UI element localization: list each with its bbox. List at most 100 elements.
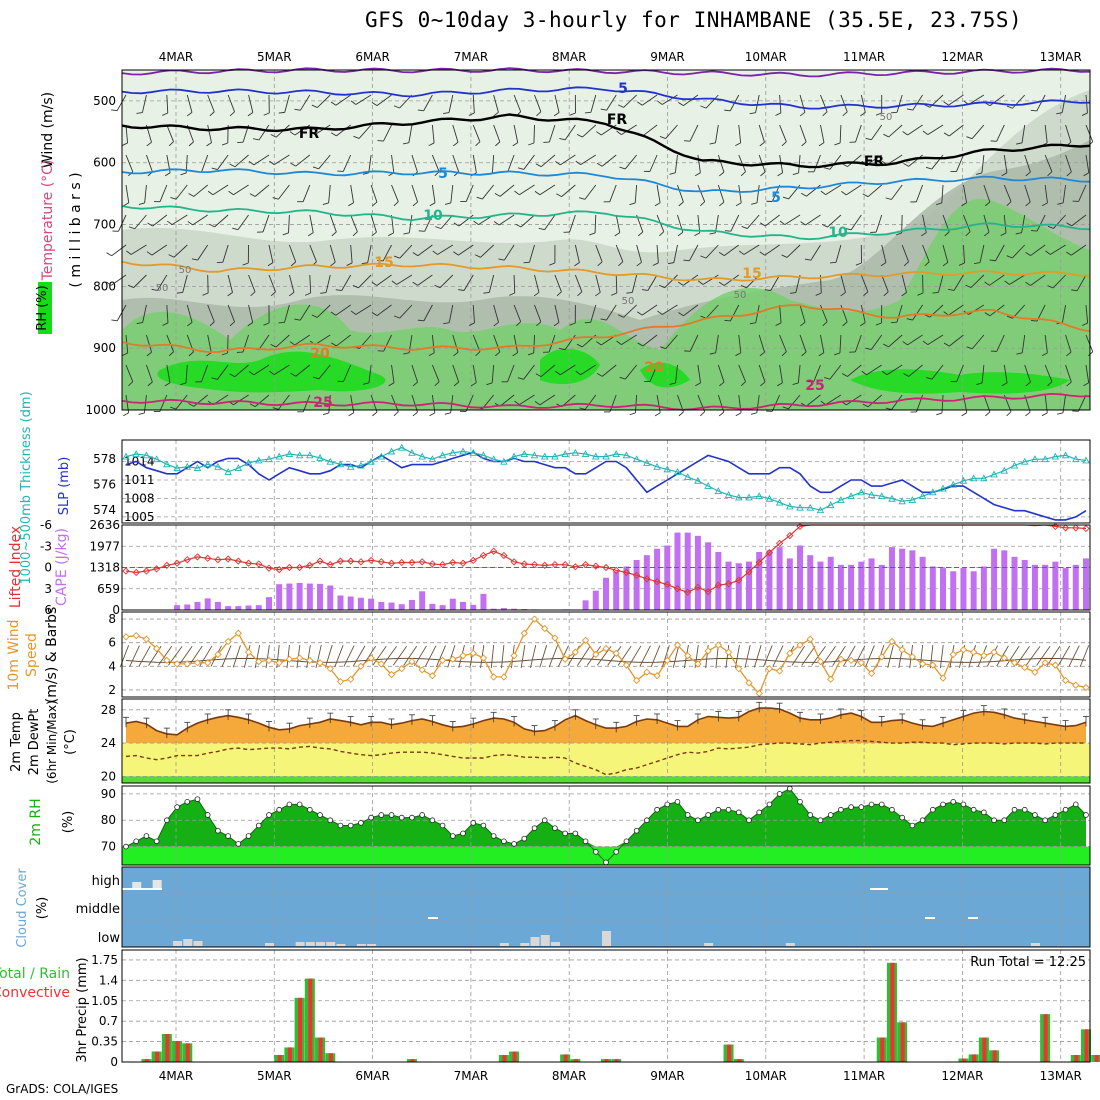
wind-barb-flag	[617, 314, 624, 318]
cape-bar	[286, 583, 293, 610]
wind-barb-flag	[186, 321, 193, 327]
lifted-index-point	[745, 568, 753, 576]
wind-barb-flag	[221, 352, 228, 356]
wind-barb-flag	[403, 352, 410, 355]
wind-barb	[896, 94, 903, 113]
grads-credit: GrADS: COLA/IGES	[6, 1082, 119, 1096]
wind-barb-flag	[468, 112, 475, 116]
wind-barb	[234, 364, 249, 378]
wind-barb-flag	[617, 104, 624, 108]
wind-barb	[472, 154, 477, 173]
wind-barb-flag	[170, 196, 177, 200]
wind-barb-flag	[470, 382, 477, 387]
cloud-low-bar	[295, 942, 305, 946]
wind-speed-point	[765, 665, 774, 673]
wind-barb	[1065, 124, 1072, 143]
wind-barb-flag	[616, 340, 622, 345]
thickness-point	[173, 464, 181, 472]
wind-barb-flag	[186, 112, 193, 117]
wind-barb-10m	[424, 645, 437, 667]
wind-barb	[661, 94, 678, 105]
thickness-point	[816, 506, 825, 514]
wind-barb-10m	[1025, 646, 1041, 666]
rh-point	[429, 817, 436, 824]
cloud-high-trace	[878, 888, 888, 890]
wind-barb-flag	[512, 142, 519, 147]
wind-barb	[1044, 154, 1053, 172]
wind-barb	[1085, 154, 1090, 173]
wind-barb	[867, 394, 883, 408]
date-label-top: 12MAR	[941, 50, 983, 64]
date-label-top: 6MAR	[355, 50, 390, 64]
cape-bar	[255, 605, 262, 610]
wind-speed-point	[878, 653, 886, 661]
wind-barb-flag	[1083, 172, 1090, 177]
rh-point	[337, 822, 344, 829]
isotherm-15	[121, 260, 1091, 282]
wind-barb-10m	[772, 645, 784, 667]
precip-convective-bar	[737, 1059, 742, 1062]
wind-barb	[1062, 184, 1067, 203]
wind-barb-10m	[362, 645, 377, 666]
cape-bar	[398, 604, 405, 610]
wind-barb	[268, 274, 276, 292]
wind-barb	[173, 244, 188, 258]
precip-convective-bar	[165, 1034, 170, 1062]
wind-barb	[336, 334, 351, 347]
wind-barb-flag	[311, 104, 318, 108]
wind-barb-flag	[792, 382, 799, 386]
wind-barb	[399, 244, 413, 259]
wind-barb-flag	[584, 111, 591, 114]
wind-barb	[996, 124, 1005, 142]
wind-speed-point	[295, 654, 304, 662]
wind-barb-flag	[249, 403, 256, 407]
wind10m-label-1: 10m Wind	[6, 619, 22, 690]
precip-convective-bar	[1094, 1055, 1099, 1062]
rh-point	[1032, 812, 1038, 818]
wind-barb	[533, 334, 535, 354]
wind-barb	[971, 334, 985, 350]
wind-barb-flag	[1047, 171, 1053, 177]
wind-barb-flag	[740, 171, 746, 177]
date-label-bottom: 6MAR	[355, 1069, 390, 1083]
cloud-mid-trace	[968, 917, 978, 919]
rh-low-band	[122, 846, 1090, 865]
wind-barb	[820, 124, 825, 143]
wind-barb-flag	[453, 351, 459, 357]
wind-speed-tick-label: 8	[108, 612, 116, 626]
wind-barb-flag	[515, 223, 522, 228]
wind-speed-point	[265, 656, 273, 665]
lifted-index-point	[132, 568, 140, 577]
wind-barb	[948, 124, 964, 137]
precip-convective-bar	[614, 1059, 619, 1062]
wind-barb-flag	[443, 112, 450, 114]
slp-tick-label: 1011	[124, 473, 155, 487]
wind-barb	[860, 304, 866, 323]
cape-bar	[715, 551, 722, 610]
wind-barb	[799, 334, 807, 353]
cape-bar	[460, 601, 467, 610]
wind-speed-point	[316, 659, 324, 667]
wind-barb-flag	[822, 321, 828, 327]
date-label-bottom: 13MAR	[1040, 1069, 1082, 1083]
wind-barb	[411, 364, 418, 383]
wind-barb-flag	[616, 130, 622, 135]
cape-bar	[1072, 564, 1079, 610]
wind-barb	[886, 364, 903, 376]
wind-barb	[717, 364, 725, 383]
wind-barb	[335, 94, 351, 106]
wind-barb-flag	[188, 193, 195, 197]
wind-barb-flag	[228, 190, 234, 196]
wind-barb	[284, 94, 290, 113]
wind-barb-flag	[211, 167, 218, 170]
wind-barb-flag	[126, 250, 132, 255]
wind-speed-point	[173, 660, 181, 668]
wind-speed-point	[1000, 654, 1008, 662]
wind-speed-point	[939, 674, 947, 682]
lifted-index-point	[571, 563, 579, 571]
rh-point	[919, 817, 926, 824]
lifted-index-point	[234, 557, 242, 565]
wind-barb-flag	[391, 280, 397, 285]
rh-point	[623, 838, 630, 845]
wind-barb	[146, 154, 153, 173]
